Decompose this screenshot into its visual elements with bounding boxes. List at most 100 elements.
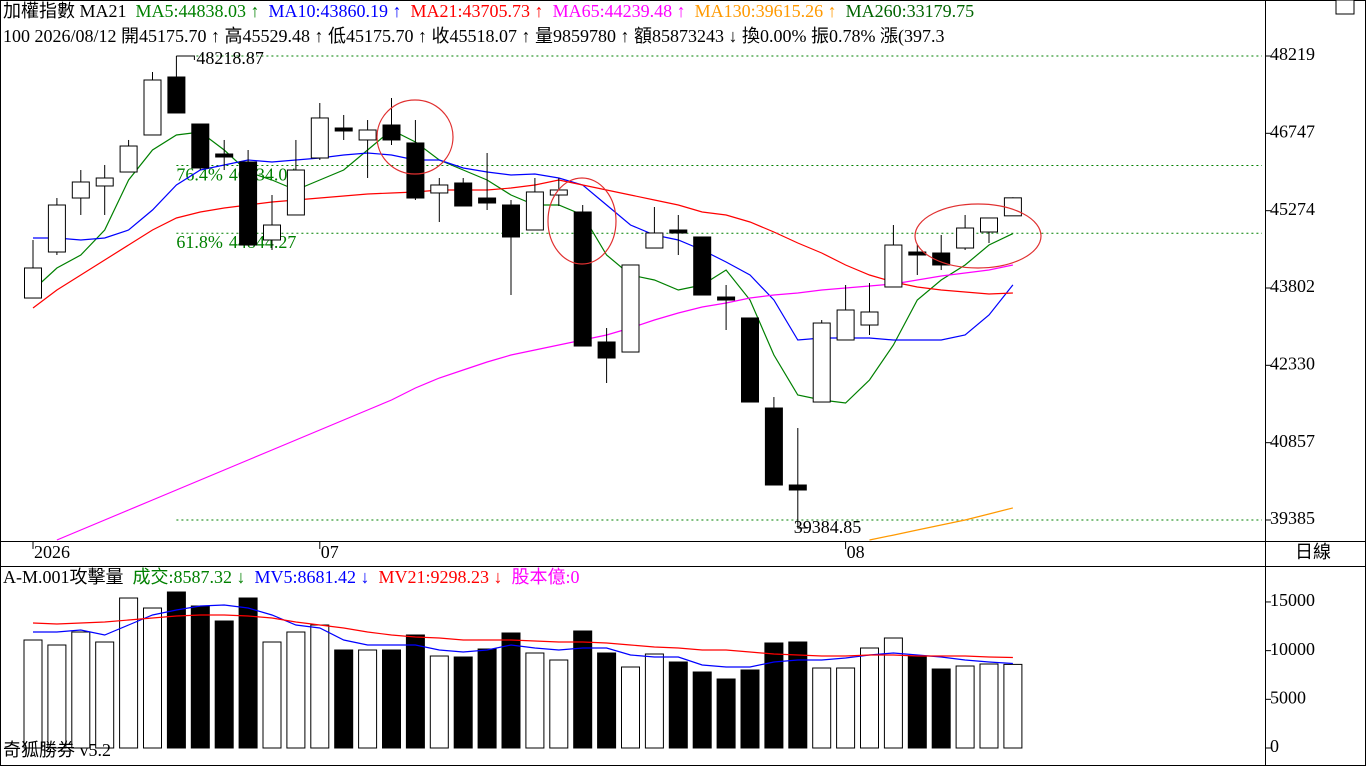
leader [797, 519, 808, 529]
candle-body [215, 153, 234, 158]
volume-bar [525, 652, 545, 749]
candle-body [932, 252, 951, 266]
candle-body [549, 189, 568, 196]
legend-label: MA260:33179.75 [846, 1, 975, 21]
y-tick-label: 39385 [1270, 508, 1315, 528]
y-tick-label: 5000 [1270, 687, 1306, 707]
volume-bar [501, 632, 521, 749]
price-panel: 76.4% 46134.04 61.8% 44844.27 [24, 55, 1262, 541]
candle-body [382, 124, 401, 141]
volume-bar [955, 665, 975, 749]
volume-bar [382, 649, 401, 749]
volume-bar [190, 605, 210, 749]
volume-bar [788, 641, 808, 749]
volume-bar [334, 649, 354, 749]
volume-bar [119, 597, 139, 749]
volume-bar [692, 671, 712, 749]
volume-bar [47, 644, 67, 749]
volume-bar [573, 630, 593, 749]
candle-body [693, 236, 712, 296]
y-tick-label: 42330 [1270, 353, 1315, 373]
candle-body [167, 76, 186, 114]
legend-label: MA130:39615.26 ↑ [695, 1, 837, 21]
volume-bar [262, 641, 282, 749]
fib-value: 44844.27 [229, 232, 297, 252]
volume-bar [597, 652, 617, 749]
mv-line [33, 604, 1013, 668]
window-button[interactable] [1335, 0, 1355, 15]
x-tick-label: 07 [321, 542, 339, 562]
candle-body [1003, 197, 1022, 217]
candle-body [645, 232, 664, 249]
candle-body [860, 311, 879, 326]
candle-body [430, 184, 449, 194]
volume-bar [716, 678, 736, 749]
y-tick-label: 46747 [1270, 121, 1315, 141]
ma-line [56, 264, 1014, 541]
candle-body [812, 322, 831, 403]
y-tick-label: 40857 [1270, 431, 1315, 451]
leader [176, 55, 195, 60]
fib-ratio: 76.4% [176, 165, 223, 185]
candle-body [717, 296, 736, 301]
y-tick-label: 0 [1270, 736, 1279, 756]
candle-body [980, 217, 998, 233]
volume-bar [1003, 663, 1023, 749]
legend-label: MV5:8681.42 ↓ [255, 567, 370, 587]
candle-body [239, 161, 258, 246]
footer: 奇狐勝券 v5.2 [3, 740, 111, 760]
candle-body [310, 117, 329, 159]
legend-label: MA65:44239.48 ↑ [553, 1, 686, 21]
volume-bar [621, 666, 640, 749]
candle-body [454, 182, 473, 207]
highlight-circles [376, 99, 1042, 269]
candle-body [525, 191, 544, 231]
candle-body [406, 142, 425, 199]
volume-bar [740, 669, 760, 749]
highlight-circle [376, 99, 454, 175]
candle-body [597, 341, 616, 359]
volume-bar [358, 649, 378, 749]
candle-body [788, 484, 807, 491]
candle-body [24, 267, 42, 299]
period-label: 日線 [1295, 542, 1331, 562]
y-tick-label: 45274 [1270, 199, 1315, 219]
candle-body [621, 264, 640, 353]
volume-bar [836, 667, 856, 749]
candle-body [47, 204, 66, 253]
x-tick-label: 08 [847, 542, 865, 562]
volume-bar [549, 659, 569, 749]
volume-panel [23, 591, 1023, 749]
volume-bar [979, 663, 999, 749]
ma-line [32, 179, 1013, 309]
candle-body [836, 309, 855, 341]
mv-line [32, 614, 1013, 659]
candle-body [286, 169, 305, 216]
candle-body [764, 407, 783, 486]
legend-label: 成交:8587.32 ↓ [133, 567, 246, 587]
candle-body [191, 123, 210, 169]
volume-bar [71, 631, 91, 749]
volume-bar [931, 668, 951, 749]
candle-body [263, 224, 281, 241]
x-tick-label: 2026 [34, 542, 70, 562]
legend-label: MA5:44838.03 ↑ [136, 1, 260, 21]
volume-bar [214, 620, 234, 749]
highlight-circle [547, 177, 617, 265]
legend-label: MA10:43860.19 ↑ [269, 1, 402, 21]
candle-body [573, 211, 592, 347]
candle-body [71, 181, 90, 199]
volume-bar [812, 667, 832, 749]
legend-label: 加權指數 MA21 [3, 1, 127, 21]
legend-label: A-M.001攻擊量 [3, 567, 124, 587]
candle-body [669, 229, 688, 234]
legend-label: MV21:9298.23 ↓ [379, 567, 503, 587]
volume-bar [166, 591, 186, 749]
low-label: 39384.85 [794, 517, 862, 537]
volume-bar [668, 661, 688, 749]
volume-bar [238, 597, 258, 749]
candle-body [143, 79, 162, 136]
candle-body [502, 204, 520, 238]
y-tick-label: 15000 [1270, 590, 1315, 610]
